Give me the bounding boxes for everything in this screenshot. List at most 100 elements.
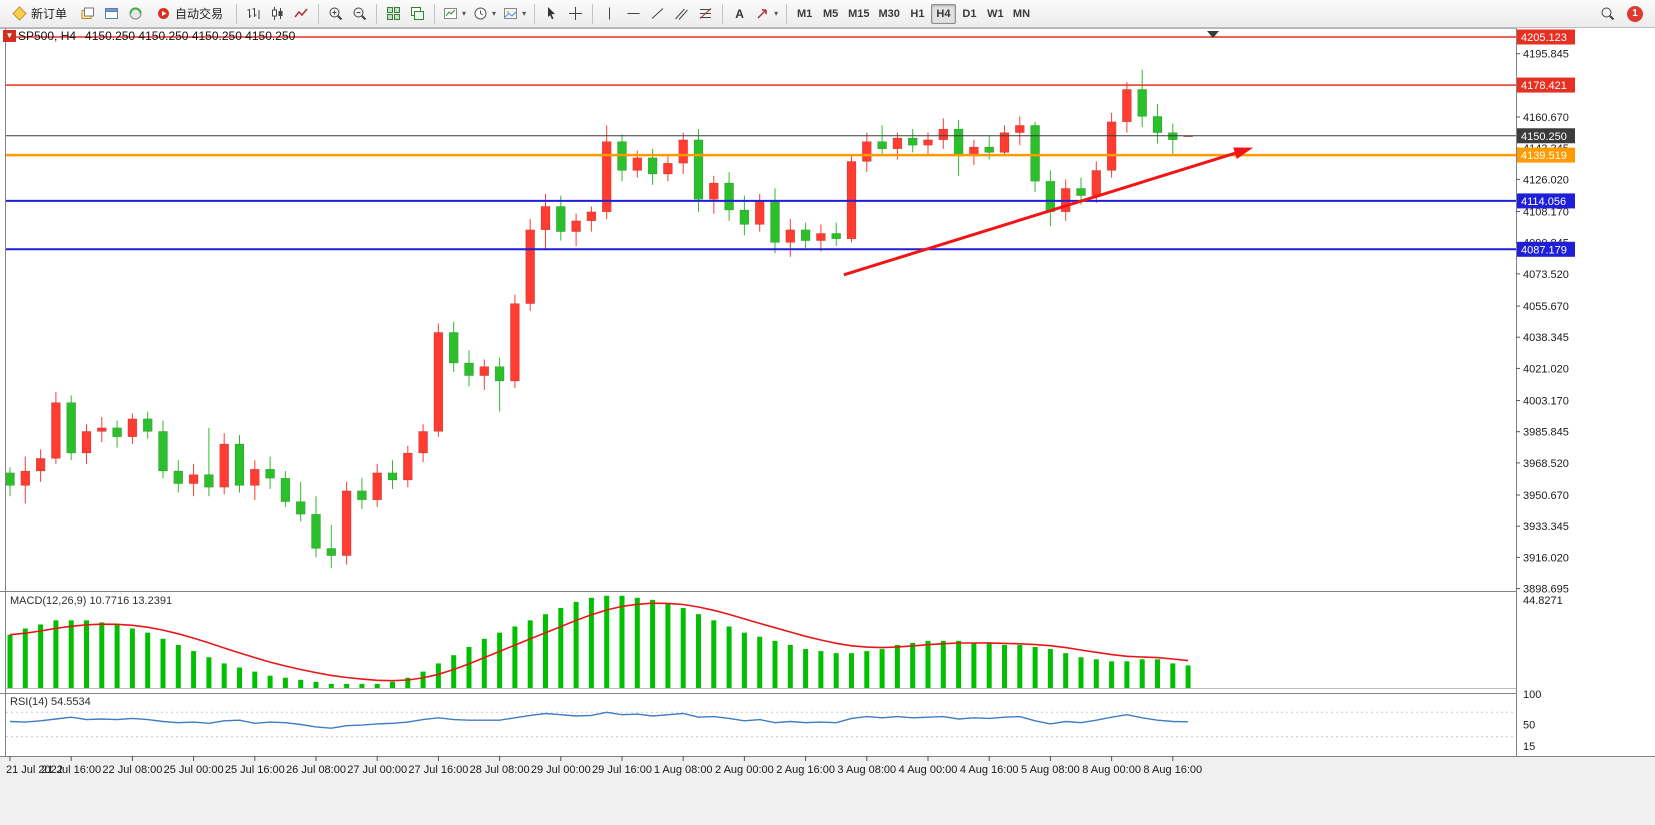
trend-arrow[interactable] xyxy=(843,147,1254,277)
time-tick-label: 27 Jul 16:00 xyxy=(408,764,468,776)
crosshair-icon xyxy=(568,6,583,21)
horizontal-line-tool-button[interactable] xyxy=(622,3,645,25)
line-chart-mode-button[interactable] xyxy=(290,3,313,25)
new-order-label: 新订单 xyxy=(31,7,68,21)
price-badge-label: 4178.421 xyxy=(1521,80,1567,92)
chart-list-button[interactable] xyxy=(76,3,99,25)
text-tool-button[interactable]: A xyxy=(728,3,751,25)
fibonacci-icon xyxy=(698,6,713,21)
chevron-down-icon: ▾ xyxy=(522,9,527,18)
toolbar-separator xyxy=(318,3,320,24)
rsi-scale-label: 50 xyxy=(1523,720,1535,732)
time-tick-label: 29 Jul 00:00 xyxy=(531,764,591,776)
timeframe-toolbar: M1 M5 M15 M30 H1 H4 D1 W1 MN xyxy=(792,3,1034,24)
timeframe-M1[interactable]: M1 xyxy=(792,4,817,24)
line-chart-icon xyxy=(294,6,309,21)
vertical-line-tool-button[interactable] xyxy=(598,3,621,25)
window-icon xyxy=(104,6,119,21)
time-tick-label: 29 Jul 16:00 xyxy=(592,764,652,776)
price-badge xyxy=(1517,241,1575,257)
timeframe-MN[interactable]: MN xyxy=(1009,4,1034,24)
price-tick-label: 4055.670 xyxy=(1523,301,1569,313)
rsi-scale-label: 100 xyxy=(1523,689,1541,701)
one-click-trading-toggle[interactable]: ▼ xyxy=(3,30,16,42)
price-tick-label: 4160.670 xyxy=(1523,112,1569,124)
chevron-down-icon: ▾ xyxy=(462,9,467,18)
channel-tool-button[interactable] xyxy=(670,3,693,25)
auto-trading-label: 自动交易 xyxy=(175,7,224,21)
toolbar-separator xyxy=(722,3,724,24)
auto-trading-button[interactable]: 自动交易 xyxy=(148,3,231,25)
cursor-icon xyxy=(544,6,559,21)
arrow-shape-icon xyxy=(755,6,770,21)
zoom-in-button[interactable] xyxy=(324,3,347,25)
price-tick-label: 4195.845 xyxy=(1523,49,1569,61)
tile-windows-button[interactable] xyxy=(382,3,405,25)
periods-button[interactable]: ▾ xyxy=(470,3,499,25)
toolbar-separator xyxy=(236,3,238,24)
chart-canvas[interactable]: 4195.8454160.6704143.3454126.0204108.170… xyxy=(0,28,1655,825)
fibonacci-tool-button[interactable] xyxy=(694,3,717,25)
refresh-button[interactable] xyxy=(124,3,147,25)
price-badge xyxy=(1517,193,1575,209)
price-scale[interactable]: 4195.8454160.6704143.3454126.0204108.170… xyxy=(1516,28,1655,756)
cascade-windows-button[interactable] xyxy=(406,3,429,25)
zoom-out-button[interactable] xyxy=(348,3,371,25)
timeframe-H1[interactable]: H1 xyxy=(905,4,930,24)
price-badge-label: 4087.179 xyxy=(1521,244,1567,256)
arrows-tool-button[interactable]: ▾ xyxy=(752,3,781,25)
time-tick-label: 3 Aug 08:00 xyxy=(837,764,896,776)
indicators-button[interactable]: ▾ xyxy=(440,3,469,25)
timeframe-M30[interactable]: M30 xyxy=(875,4,904,24)
toolbar-separator xyxy=(434,3,436,24)
time-tick-label: 22 Jul 08:00 xyxy=(102,764,162,776)
price-tick-label: 4021.020 xyxy=(1523,363,1569,375)
price-tick-label: 3950.670 xyxy=(1523,490,1569,502)
price-tick-label: 3898.695 xyxy=(1523,584,1569,596)
timeframe-M5[interactable]: M5 xyxy=(818,4,843,24)
macd-scale-max: 44.8271 xyxy=(1523,595,1563,607)
rsi-scale-label: 15 xyxy=(1523,741,1535,753)
price-tick-label: 4108.170 xyxy=(1523,207,1569,219)
templates-button[interactable]: ▾ xyxy=(500,3,529,25)
search-button[interactable] xyxy=(1596,3,1619,25)
rsi-pane[interactable] xyxy=(6,711,1516,738)
price-tick-label: 3933.345 xyxy=(1523,521,1569,533)
timeframe-H4[interactable]: H4 xyxy=(930,3,956,24)
main-toolbar: 新订单 自动交易 xyxy=(0,0,1655,28)
time-tick-label: 25 Jul 00:00 xyxy=(164,764,224,776)
timeframe-W1[interactable]: W1 xyxy=(983,4,1008,24)
vertical-line-icon xyxy=(602,6,617,21)
time-tick-label: 21 Jul 2022 xyxy=(6,764,63,776)
time-tick-label: 8 Aug 00:00 xyxy=(1082,764,1141,776)
time-tick-label: 4 Aug 16:00 xyxy=(960,764,1019,776)
price-badge xyxy=(1517,128,1575,144)
time-tick-label: 5 Aug 08:00 xyxy=(1021,764,1080,776)
new-order-icon xyxy=(12,6,27,21)
cursor-tool-button[interactable] xyxy=(540,3,563,25)
notification-badge[interactable]: 1 xyxy=(1627,5,1643,22)
time-tick-label: 8 Aug 16:00 xyxy=(1143,764,1202,776)
timeframe-D1[interactable]: D1 xyxy=(957,4,982,24)
crosshair-tool-button[interactable] xyxy=(564,3,587,25)
new-window-button[interactable] xyxy=(100,3,123,25)
price-badge-label: 4114.056 xyxy=(1521,196,1566,208)
time-tick-label: 28 Jul 08:00 xyxy=(470,764,530,776)
time-tick-label: 27 Jul 00:00 xyxy=(347,764,407,776)
time-tick-label: 2 Aug 16:00 xyxy=(776,764,835,776)
trendline-tool-button[interactable] xyxy=(646,3,669,25)
price-badge-label: 4205.123 xyxy=(1521,32,1567,44)
candlestick-icon xyxy=(270,6,285,21)
chart-shift-marker[interactable] xyxy=(1207,31,1219,38)
new-order-button[interactable]: 新订单 xyxy=(4,3,75,25)
macd-pane[interactable] xyxy=(6,595,1516,689)
template-image-icon xyxy=(503,6,518,21)
candlestick-mode-button[interactable] xyxy=(266,3,289,25)
trendline-icon xyxy=(650,6,665,21)
bar-chart-mode-button[interactable] xyxy=(242,3,265,25)
timeframe-M15[interactable]: M15 xyxy=(844,4,873,24)
time-tick-label: 2 Aug 00:00 xyxy=(715,764,774,776)
tile-windows-icon xyxy=(386,6,401,21)
